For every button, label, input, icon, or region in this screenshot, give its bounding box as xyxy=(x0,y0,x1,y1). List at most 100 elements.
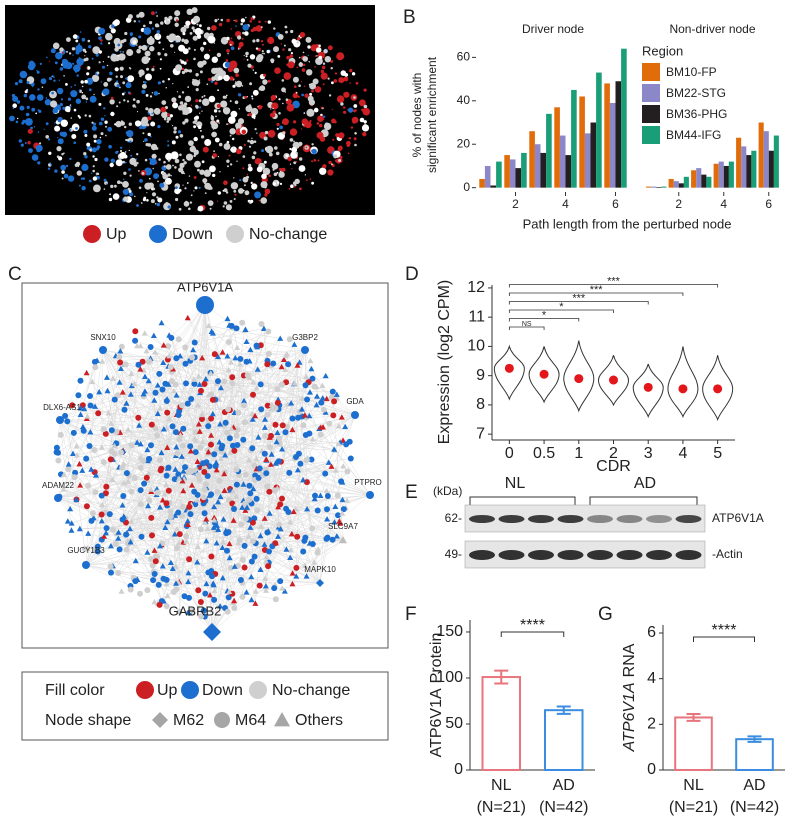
network-node xyxy=(9,116,15,122)
network-node xyxy=(223,180,228,185)
y-tick-label: 6 xyxy=(647,624,656,641)
network-node xyxy=(331,81,334,84)
network-node xyxy=(262,53,263,54)
network-node xyxy=(203,147,209,153)
network-node xyxy=(234,482,240,488)
network-node xyxy=(340,102,343,105)
network-node xyxy=(270,108,271,109)
legend-label: Others xyxy=(295,712,343,729)
network-node xyxy=(81,80,84,83)
network-node xyxy=(125,162,127,164)
hub-node xyxy=(301,346,309,354)
network-node xyxy=(251,108,258,115)
network-node xyxy=(315,508,321,514)
legend-swatch xyxy=(83,225,101,243)
network-node xyxy=(186,556,192,562)
network-node xyxy=(337,95,344,102)
hub-node xyxy=(366,491,374,499)
network-node xyxy=(35,113,37,115)
network-node xyxy=(90,96,97,103)
network-node xyxy=(265,329,271,335)
network-node xyxy=(136,162,138,164)
network-node xyxy=(164,165,166,167)
network-node xyxy=(251,95,253,97)
bar xyxy=(759,123,764,188)
network-node xyxy=(208,200,214,206)
network-node xyxy=(21,122,24,125)
network-node xyxy=(321,73,328,80)
network-node xyxy=(84,80,88,84)
sample-size: (N=42) xyxy=(539,799,588,816)
network-node xyxy=(52,75,54,77)
network-node xyxy=(184,39,189,44)
network-node xyxy=(286,154,289,157)
network-node xyxy=(245,17,247,19)
network-node xyxy=(251,114,255,118)
network-node xyxy=(291,52,293,54)
network-node xyxy=(103,484,109,490)
network-node xyxy=(57,155,60,158)
network-node xyxy=(140,458,146,464)
network-node xyxy=(123,179,125,181)
network-node xyxy=(148,108,154,114)
network-node xyxy=(308,55,309,56)
network-node xyxy=(114,19,120,25)
network-node xyxy=(278,112,281,115)
network-node xyxy=(176,19,178,21)
network-node xyxy=(287,61,294,68)
network-node xyxy=(210,208,212,210)
network-node xyxy=(291,168,292,169)
group-label: AD xyxy=(634,475,656,492)
node-label: SLC9A7 xyxy=(328,522,358,531)
network-node xyxy=(252,39,255,42)
network-node xyxy=(12,103,17,108)
network-node xyxy=(199,106,201,108)
network-node xyxy=(113,541,119,547)
network-node xyxy=(242,85,243,86)
network-node xyxy=(144,138,148,142)
network-node xyxy=(146,94,149,97)
legend-label: BM44-IFG xyxy=(666,128,721,142)
network-node xyxy=(226,123,228,125)
network-node xyxy=(240,23,243,26)
network-node xyxy=(211,115,212,116)
network-node xyxy=(158,41,160,43)
x-tick-label: 2 xyxy=(609,445,618,462)
network-node xyxy=(127,75,134,82)
network-node xyxy=(172,83,173,84)
network-node xyxy=(99,493,105,499)
network-node xyxy=(15,82,18,85)
blot-band xyxy=(617,550,643,560)
network-node xyxy=(202,50,203,51)
violin xyxy=(668,346,698,416)
network-node xyxy=(258,159,262,163)
hub-node xyxy=(82,561,90,569)
network-node xyxy=(51,48,56,53)
network-node xyxy=(96,173,98,175)
network-node xyxy=(120,517,126,523)
network-node xyxy=(135,120,141,126)
network-node xyxy=(226,95,228,97)
mean-point xyxy=(574,374,583,383)
network-node xyxy=(273,46,279,52)
network-node xyxy=(171,589,177,595)
network-node xyxy=(233,68,239,74)
network-node xyxy=(332,139,334,141)
network-node xyxy=(303,64,306,67)
network-node xyxy=(319,56,323,60)
network-node xyxy=(82,38,86,42)
network-node xyxy=(58,432,64,438)
network-node xyxy=(110,185,113,188)
network-node xyxy=(127,100,129,102)
network-node xyxy=(84,503,90,509)
network-node xyxy=(301,538,307,544)
network-node xyxy=(215,116,217,118)
network-node xyxy=(256,39,259,42)
network-node xyxy=(130,34,132,36)
network-node xyxy=(182,32,185,35)
network-node xyxy=(304,112,306,114)
network-node xyxy=(338,77,344,83)
network-node xyxy=(143,198,146,201)
network-node xyxy=(255,507,261,513)
network-node xyxy=(194,176,197,179)
